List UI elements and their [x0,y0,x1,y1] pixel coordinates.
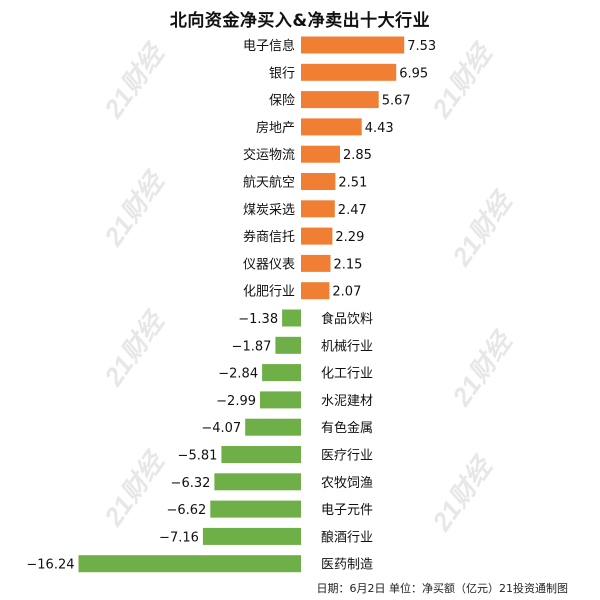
data-label: 2.29 [335,230,364,245]
bar-机械行业 [275,336,301,354]
data-label: −6.32 [171,476,211,491]
chart-title: 北向资金净买入&净卖出十大行业 [169,11,431,31]
bar-煤炭采选 [301,200,335,218]
bar-食品饮料 [282,309,301,327]
category-label: 交运物流 [243,147,295,163]
bar-医疗行业 [221,446,301,463]
bar-航天航空 [301,173,336,190]
category-label: 保险 [269,94,295,109]
category-label: 食品饮料 [321,311,373,327]
category-label: 电子元件 [321,503,373,518]
data-label: 2.85 [343,148,372,163]
category-label: 酿酒行业 [321,529,373,545]
data-label: −1.87 [232,339,272,354]
data-label: −1.38 [238,312,278,327]
data-label: −6.62 [166,503,206,518]
data-label: −16.24 [26,558,74,573]
category-label: 水泥建材 [321,394,373,409]
category-label: 仪器仪表 [243,257,295,272]
category-label: 医药制造 [321,558,373,573]
data-label: −2.99 [216,394,256,409]
bar-酿酒行业 [202,527,301,545]
bar-交运物流 [301,145,340,163]
category-label: 化工行业 [321,367,373,382]
data-label: 4.43 [365,121,394,136]
bar-券商信托 [301,227,333,245]
data-label: 7.53 [407,39,436,54]
data-label: −5.81 [178,449,218,464]
category-label: 农牧饲渔 [321,476,373,491]
bar-房地产 [301,118,362,136]
data-label: −7.16 [159,530,199,545]
category-label: 券商信托 [243,229,295,245]
bar-医药制造 [78,555,301,573]
bar-保险 [301,91,379,109]
chart-footnote: 日期：6月2日 单位：净买额（亿元）21投资通制图 [316,582,569,595]
bar-有色金属 [245,418,301,436]
bar-银行 [301,63,397,81]
category-label: 房地产 [256,120,295,136]
category-label: 煤炭采选 [243,203,295,218]
data-label: −2.84 [218,367,258,382]
category-label: 有色金属 [321,420,373,436]
data-label: −4.07 [201,421,241,436]
bar-电子元件 [210,500,301,518]
bar-电子信息 [301,36,405,54]
category-label: 机械行业 [321,339,373,354]
bar-化肥行业 [301,282,330,300]
data-label: 2.15 [334,257,363,272]
data-label: 2.51 [338,176,367,191]
bar-农牧饲渔 [214,473,301,491]
bar-水泥建材 [260,391,301,409]
bar-仪器仪表 [301,254,331,272]
data-label: 2.47 [338,203,367,218]
data-label: 2.07 [332,285,361,300]
category-label: 化肥行业 [243,285,295,300]
category-label: 航天航空 [243,175,295,191]
category-label: 医疗行业 [321,449,373,464]
data-label: 6.95 [399,66,428,81]
bar-化工行业 [262,364,301,382]
category-label: 电子信息 [243,38,295,54]
data-label: 5.67 [382,94,411,109]
category-label: 银行 [269,66,295,81]
